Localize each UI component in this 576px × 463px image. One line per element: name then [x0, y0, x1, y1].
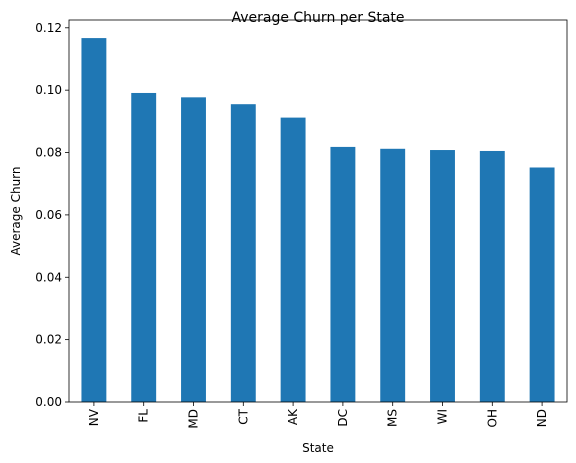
x-tick-label-wi: WI	[436, 409, 450, 424]
y-tick-label: 0.10	[35, 83, 62, 97]
bar-ak	[280, 117, 306, 403]
bar-fl	[131, 92, 157, 403]
bar-dc	[330, 146, 356, 402]
bars-group	[81, 38, 555, 403]
x-tick-label-dc: DC	[336, 409, 350, 427]
x-tick-label-md: MD	[187, 409, 201, 429]
y-tick-label: 0.00	[35, 395, 62, 409]
chart-title: Average Churn per State	[231, 10, 404, 26]
y-tick-label: 0.06	[35, 208, 62, 222]
y-tick-label: 0.08	[35, 146, 62, 160]
ticks-group: NV FL MD CT AK DC MS WI OH ND 0.00 0.02 0.04 0.06 0.08…	[35, 21, 549, 429]
y-axis-label: Average Churn	[9, 166, 23, 255]
plot-frame	[68, 19, 568, 403]
bar-nv	[81, 38, 107, 403]
x-tick-label-nd: ND	[535, 409, 549, 427]
x-tick-label-ms: MS	[386, 409, 400, 427]
x-tick-label-oh: OH	[485, 409, 499, 427]
x-tick-label-fl: FL	[137, 409, 151, 423]
bar-ms	[380, 148, 406, 402]
y-tick-label: 0.12	[35, 21, 62, 35]
x-tick-label-nv: NV	[87, 408, 101, 426]
y-tick-label: 0.02	[35, 333, 62, 347]
bar-oh	[479, 150, 505, 402]
bar-ct	[230, 104, 256, 402]
x-axis-label: State	[302, 441, 334, 455]
x-tick-label-ct: CT	[236, 408, 250, 424]
bar-nd	[529, 167, 555, 402]
y-tick-label: 0.04	[35, 270, 62, 284]
x-tick-label-ak: AK	[286, 408, 300, 425]
bar-md	[181, 97, 206, 402]
bar-wi	[430, 150, 455, 402]
